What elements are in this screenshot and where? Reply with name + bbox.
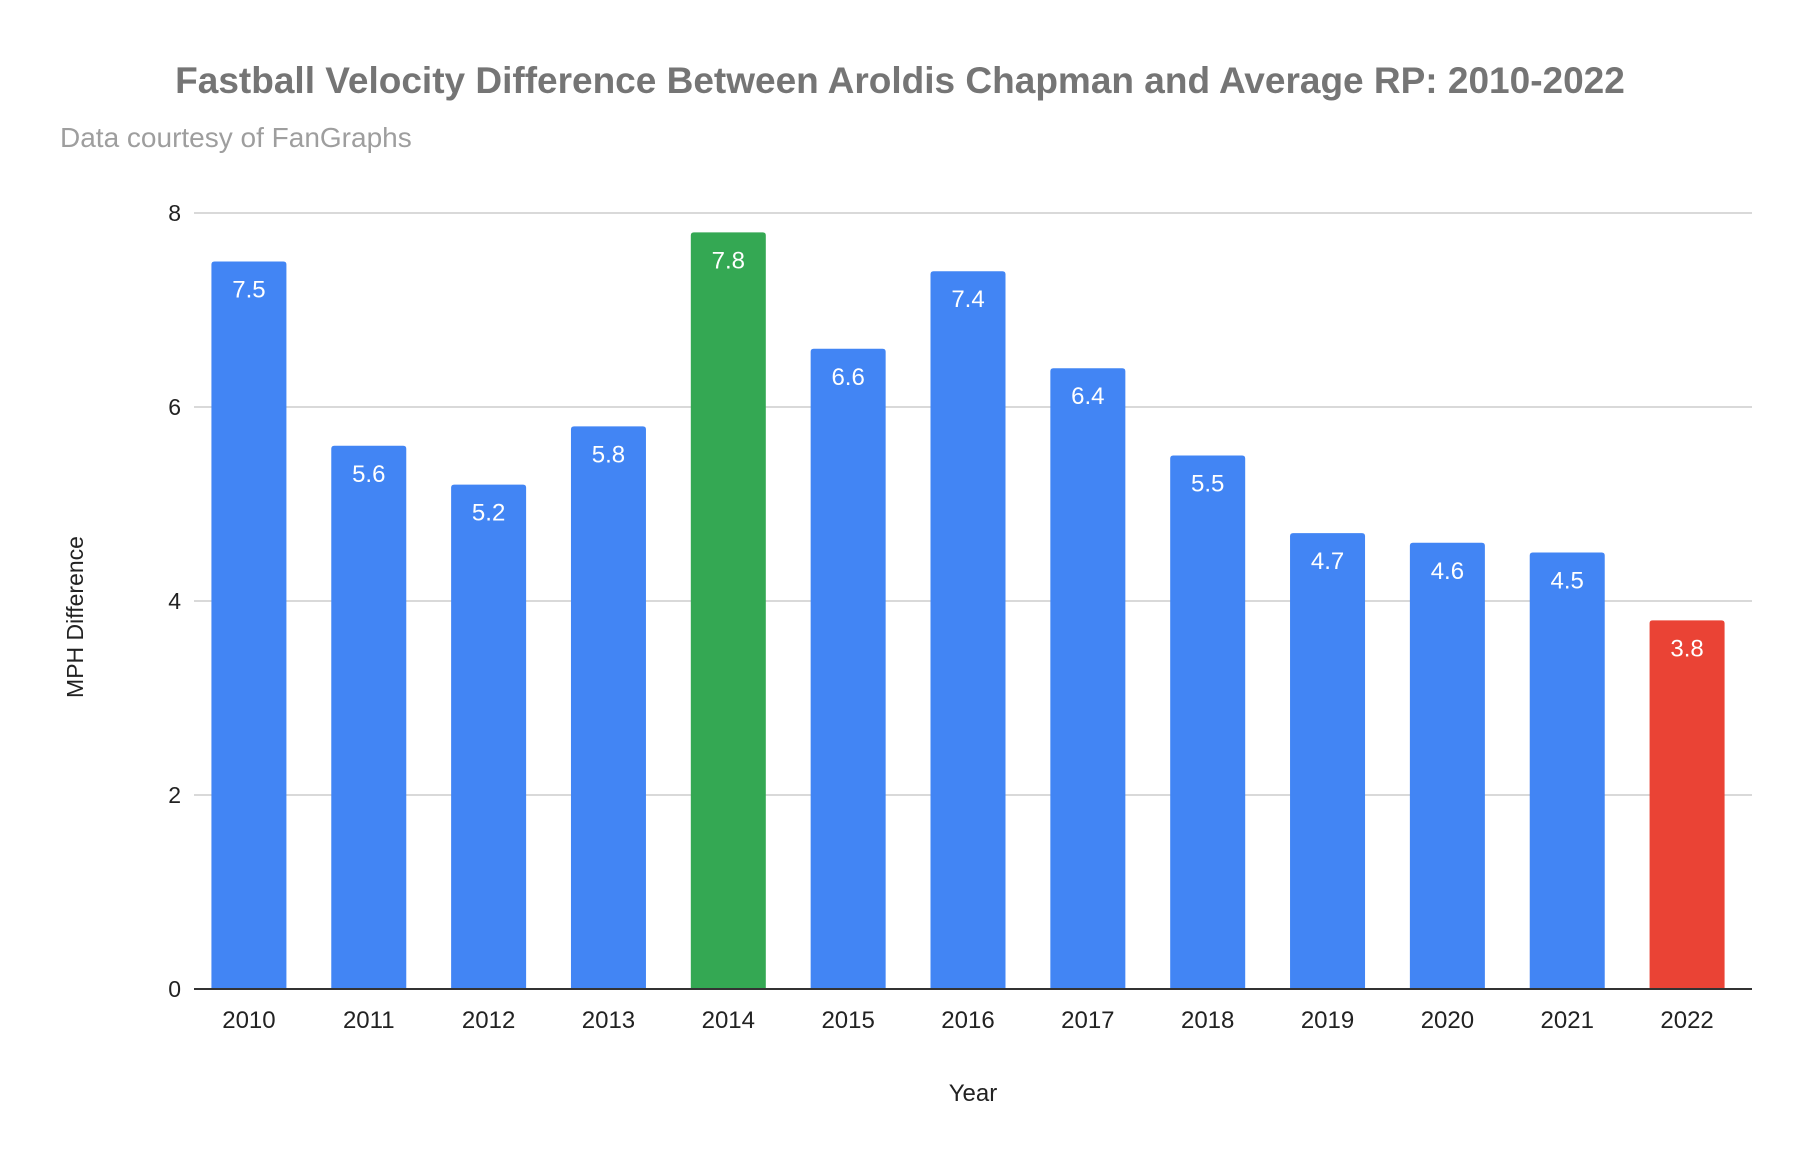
x-tick-label: 2022 xyxy=(1660,1007,1713,1034)
bar-2012 xyxy=(451,484,527,989)
x-tick-label: 2013 xyxy=(582,1007,635,1034)
data-label: 5.2 xyxy=(472,500,505,527)
bar-2015 xyxy=(810,348,886,989)
bar-2010 xyxy=(211,261,287,989)
bar-2011 xyxy=(331,445,407,989)
x-tick-label: 2021 xyxy=(1541,1007,1594,1034)
y-tick-label: 8 xyxy=(168,200,181,226)
x-tick-label: 2020 xyxy=(1421,1007,1474,1034)
data-label: 6.6 xyxy=(831,364,864,391)
bar-2017 xyxy=(1050,368,1126,989)
bar-2020 xyxy=(1409,542,1485,989)
y-tick-label: 4 xyxy=(168,588,181,614)
x-tick-label: 2016 xyxy=(941,1007,994,1034)
y-tick-label: 6 xyxy=(168,394,181,420)
chart-title: Fastball Velocity Difference Between Aro… xyxy=(175,60,1625,101)
y-axis-label: MPH Difference xyxy=(62,536,88,698)
data-label: 4.5 xyxy=(1551,568,1584,595)
data-label: 6.4 xyxy=(1071,383,1104,410)
data-label: 7.5 xyxy=(232,277,265,304)
x-tick-label: 2014 xyxy=(702,1007,755,1034)
x-tick-label: 2019 xyxy=(1301,1007,1354,1034)
bar-2016 xyxy=(930,271,1006,989)
bar-2021 xyxy=(1529,552,1605,989)
x-tick-label: 2015 xyxy=(821,1007,874,1034)
data-label: 5.5 xyxy=(1191,471,1224,498)
bar-2014 xyxy=(690,232,766,989)
data-label: 7.4 xyxy=(951,286,984,313)
bar-2019 xyxy=(1290,533,1366,989)
data-label: 3.8 xyxy=(1670,635,1703,662)
x-axis-label: Year xyxy=(949,1080,998,1107)
bar-2013 xyxy=(570,426,646,989)
data-label: 4.6 xyxy=(1431,558,1464,585)
chart-subtitle: Data courtesy of FanGraphs xyxy=(60,122,412,153)
x-tick-label: 2012 xyxy=(462,1007,515,1034)
bar-2018 xyxy=(1170,455,1246,989)
data-label: 7.8 xyxy=(712,247,745,274)
x-tick-label: 2011 xyxy=(343,1007,395,1034)
x-tick-label: 2017 xyxy=(1061,1007,1114,1034)
y-tick-label: 2 xyxy=(168,782,181,808)
bar-2022 xyxy=(1649,620,1725,989)
x-tick-label: 2018 xyxy=(1181,1007,1234,1034)
y-tick-label: 0 xyxy=(168,976,181,1002)
data-label: 5.6 xyxy=(352,461,385,488)
data-label: 4.7 xyxy=(1311,548,1344,575)
data-label: 5.8 xyxy=(592,441,625,468)
x-tick-label: 2010 xyxy=(222,1007,275,1034)
